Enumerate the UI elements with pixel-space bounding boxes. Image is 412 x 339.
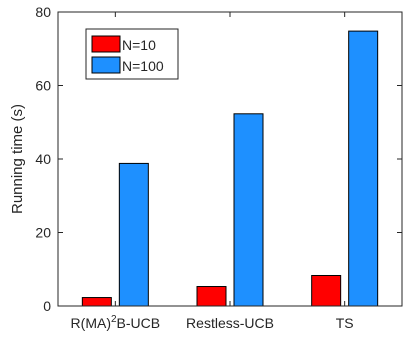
y-tick-label: 40 [35,151,51,167]
y-tick-label: 80 [35,4,51,20]
legend-label-n100: N=100 [122,58,164,74]
y-axis-label: Running time (s) [9,104,26,214]
y-tick-label: 60 [35,78,51,94]
legend-swatch-n10 [91,35,121,53]
bar-n100-0 [118,162,149,307]
bar-n100-2 [348,30,379,307]
x-tick-label: Restless-UCB [186,315,274,331]
y-tick-label: 20 [35,225,51,241]
bar-n10-2 [311,274,342,307]
x-tick-label: TS [336,315,354,331]
y-axis-ticks: 0 20 40 60 80 [35,4,402,314]
bar-n10-1 [196,286,227,307]
y-tick-label: 0 [43,298,51,314]
legend: N=10 N=100 [85,28,179,80]
bar-n10-0 [81,297,112,307]
legend-swatch-n100 [91,56,121,74]
legend-label-n10: N=10 [122,37,156,53]
x-tick-label: R(MA)2B-UCB [71,314,161,331]
x-axis-ticks: R(MA)2B-UCB Restless-UCB TS [71,12,354,331]
bar-n100-1 [233,113,264,307]
